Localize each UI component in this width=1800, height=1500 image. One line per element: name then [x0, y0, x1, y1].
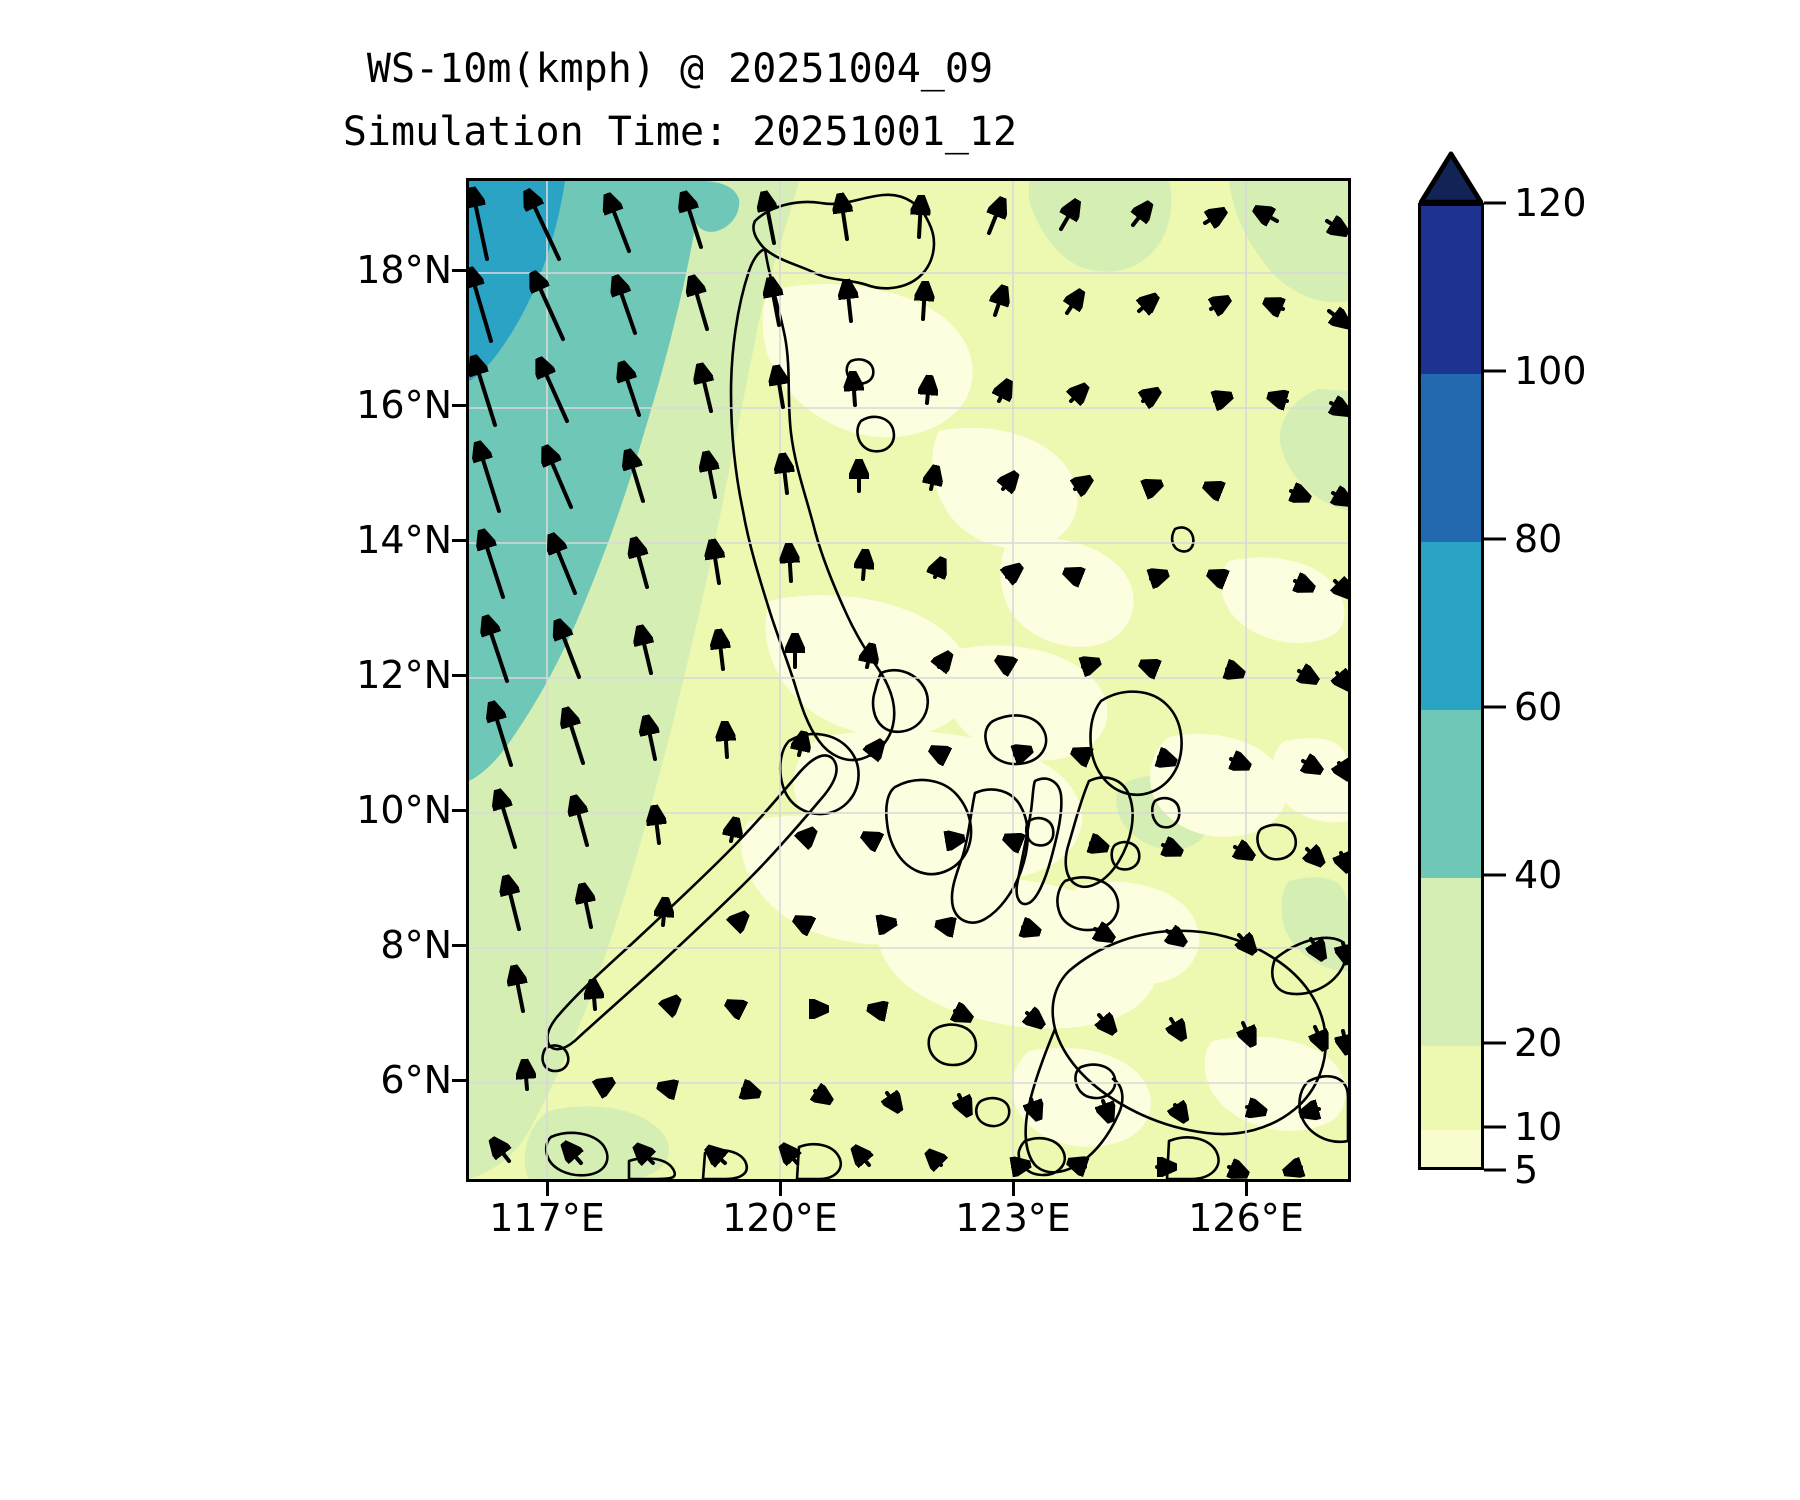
ytick-mark-16N [452, 403, 466, 407]
colorbar-label-5: 5 [1514, 1148, 1539, 1192]
ytick-label-16N: 16°N [356, 383, 452, 427]
ytick-mark-14N [452, 538, 466, 542]
map-clip [469, 181, 1348, 1179]
colorbar-label-10: 10 [1514, 1105, 1563, 1149]
colorbar-tick-100 [1484, 369, 1506, 373]
ytick-mark-12N [452, 673, 466, 677]
colorbar-band-60-80 [1421, 542, 1481, 710]
ytick-label-10N: 10°N [356, 788, 452, 832]
colorbar-band-5-10 [1421, 1130, 1481, 1167]
colorbar[interactable]: 120 100 80 60 40 20 10 5 [1418, 151, 1587, 1192]
wind-speed-contour-map [469, 181, 1348, 1179]
colorbar-label-20: 20 [1514, 1021, 1563, 1065]
colorbar-tick-60 [1484, 705, 1506, 709]
chart-title-line-2: Simulation Time: 20251001_12 [342, 109, 1018, 155]
colorbar-band-80-100 [1421, 374, 1481, 542]
xtick-mark-126E [1244, 1182, 1248, 1196]
ytick-label-8N: 8°N [380, 923, 452, 967]
colorbar-label-120: 120 [1514, 181, 1587, 225]
ytick-label-18N: 18°N [356, 248, 452, 292]
colorbar-tick-80 [1484, 537, 1506, 541]
ytick-mark-10N [452, 808, 466, 812]
colorbar-band-20-40 [1421, 878, 1481, 1046]
colorbar-tick-40 [1484, 873, 1506, 877]
ytick-mark-6N [452, 1078, 466, 1082]
colorbar-tick-10 [1484, 1125, 1506, 1129]
xtick-label-117E: 117°E [489, 1196, 605, 1240]
colorbar-band-40-60 [1421, 710, 1481, 878]
ytick-label-6N: 6°N [380, 1058, 452, 1102]
colorbar-tick-120 [1484, 201, 1506, 205]
xtick-label-126E: 126°E [1188, 1196, 1304, 1240]
chart-title-line-1: WS-10m(kmph) @ 20251004_09 [366, 46, 994, 92]
xtick-mark-123E [1011, 1182, 1015, 1196]
colorbar-extend-max-arrow [1418, 151, 1484, 205]
xtick-mark-120E [778, 1182, 782, 1196]
colorbar-tick-20 [1484, 1041, 1506, 1045]
xtick-label-123E: 123°E [955, 1196, 1071, 1240]
colorbar-gradient [1418, 203, 1484, 1170]
chart-title: WS-10m(kmph) @ 20251004_09 Simulation Tim… [0, 38, 1360, 164]
xtick-mark-117E [545, 1182, 549, 1196]
map-axes[interactable] [466, 178, 1351, 1182]
colorbar-label-40: 40 [1514, 853, 1563, 897]
ytick-label-14N: 14°N [356, 518, 452, 562]
colorbar-label-100: 100 [1514, 349, 1587, 393]
colorbar-band-10-20 [1421, 1046, 1481, 1130]
colorbar-band-100-120 [1421, 206, 1481, 374]
ytick-mark-18N [452, 268, 466, 272]
ytick-label-12N: 12°N [356, 653, 452, 697]
colorbar-tick-5 [1484, 1168, 1506, 1172]
colorbar-label-60: 60 [1514, 685, 1563, 729]
xtick-label-120E: 120°E [722, 1196, 838, 1240]
ytick-mark-8N [452, 943, 466, 947]
colorbar-label-80: 80 [1514, 517, 1563, 561]
